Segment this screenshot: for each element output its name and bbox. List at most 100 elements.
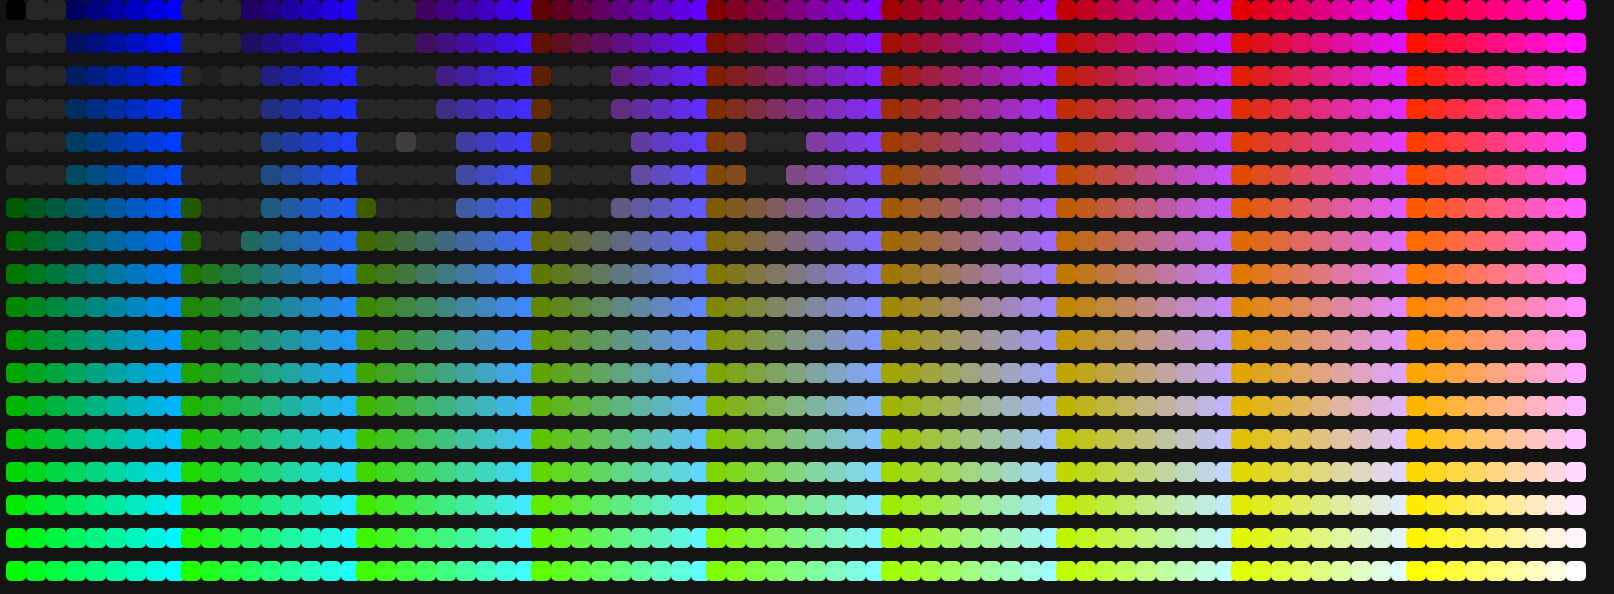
color-swatch[interactable] xyxy=(6,462,26,482)
color-swatch[interactable] xyxy=(1231,264,1251,284)
color-swatch[interactable] xyxy=(1566,231,1586,251)
color-swatch[interactable] xyxy=(1076,495,1096,515)
color-swatch[interactable] xyxy=(551,99,571,119)
color-swatch[interactable] xyxy=(631,33,651,53)
color-swatch[interactable] xyxy=(826,528,846,548)
color-swatch[interactable] xyxy=(396,396,416,416)
color-swatch[interactable] xyxy=(1526,330,1546,350)
color-swatch[interactable] xyxy=(531,165,551,185)
color-swatch[interactable] xyxy=(1466,198,1486,218)
color-swatch[interactable] xyxy=(476,528,496,548)
color-swatch[interactable] xyxy=(1546,99,1566,119)
color-swatch[interactable] xyxy=(921,528,941,548)
color-swatch[interactable] xyxy=(436,495,456,515)
color-swatch[interactable] xyxy=(26,66,46,86)
color-swatch[interactable] xyxy=(1506,396,1526,416)
color-swatch[interactable] xyxy=(706,264,726,284)
color-swatch[interactable] xyxy=(126,0,146,20)
color-swatch[interactable] xyxy=(1231,198,1251,218)
color-swatch[interactable] xyxy=(651,66,671,86)
color-swatch[interactable] xyxy=(106,363,126,383)
color-swatch[interactable] xyxy=(416,0,436,20)
color-swatch[interactable] xyxy=(201,495,221,515)
color-swatch[interactable] xyxy=(476,363,496,383)
color-swatch[interactable] xyxy=(1096,462,1116,482)
color-swatch[interactable] xyxy=(1176,198,1196,218)
color-swatch[interactable] xyxy=(1371,528,1391,548)
color-swatch[interactable] xyxy=(26,198,46,218)
color-swatch[interactable] xyxy=(6,528,26,548)
color-swatch[interactable] xyxy=(321,396,341,416)
color-swatch[interactable] xyxy=(1021,495,1041,515)
color-swatch[interactable] xyxy=(571,99,591,119)
color-swatch[interactable] xyxy=(881,66,901,86)
color-swatch[interactable] xyxy=(1566,561,1586,581)
color-swatch[interactable] xyxy=(1176,264,1196,284)
color-swatch[interactable] xyxy=(531,99,551,119)
color-swatch[interactable] xyxy=(86,198,106,218)
color-swatch[interactable] xyxy=(1526,99,1546,119)
color-swatch[interactable] xyxy=(146,33,166,53)
color-swatch[interactable] xyxy=(1351,363,1371,383)
color-swatch[interactable] xyxy=(1231,429,1251,449)
color-swatch[interactable] xyxy=(416,429,436,449)
color-swatch[interactable] xyxy=(1196,495,1216,515)
color-swatch[interactable] xyxy=(86,495,106,515)
color-swatch[interactable] xyxy=(6,264,26,284)
color-swatch[interactable] xyxy=(261,33,281,53)
color-swatch[interactable] xyxy=(1546,231,1566,251)
color-swatch[interactable] xyxy=(1466,99,1486,119)
color-swatch[interactable] xyxy=(531,198,551,218)
color-swatch[interactable] xyxy=(46,429,66,449)
color-swatch[interactable] xyxy=(1351,495,1371,515)
color-swatch[interactable] xyxy=(1406,231,1426,251)
color-swatch[interactable] xyxy=(261,165,281,185)
color-swatch[interactable] xyxy=(1506,66,1526,86)
color-swatch[interactable] xyxy=(766,99,786,119)
color-swatch[interactable] xyxy=(1116,264,1136,284)
color-swatch[interactable] xyxy=(356,231,376,251)
color-swatch[interactable] xyxy=(1426,429,1446,449)
color-swatch[interactable] xyxy=(106,0,126,20)
color-swatch[interactable] xyxy=(321,33,341,53)
color-swatch[interactable] xyxy=(921,429,941,449)
color-swatch[interactable] xyxy=(671,495,691,515)
color-swatch[interactable] xyxy=(1196,99,1216,119)
color-swatch[interactable] xyxy=(1291,297,1311,317)
color-swatch[interactable] xyxy=(301,132,321,152)
color-swatch[interactable] xyxy=(1001,330,1021,350)
color-swatch[interactable] xyxy=(1251,396,1271,416)
color-swatch[interactable] xyxy=(281,33,301,53)
color-swatch[interactable] xyxy=(1056,495,1076,515)
color-swatch[interactable] xyxy=(66,264,86,284)
color-swatch[interactable] xyxy=(1486,561,1506,581)
color-swatch[interactable] xyxy=(1056,528,1076,548)
color-swatch[interactable] xyxy=(1176,165,1196,185)
color-swatch[interactable] xyxy=(66,0,86,20)
color-swatch[interactable] xyxy=(476,165,496,185)
color-swatch[interactable] xyxy=(1446,297,1466,317)
color-swatch[interactable] xyxy=(631,231,651,251)
color-swatch[interactable] xyxy=(46,330,66,350)
color-swatch[interactable] xyxy=(496,66,516,86)
color-swatch[interactable] xyxy=(1271,330,1291,350)
color-swatch[interactable] xyxy=(1466,33,1486,53)
color-swatch[interactable] xyxy=(1311,330,1331,350)
color-swatch[interactable] xyxy=(1096,330,1116,350)
color-swatch[interactable] xyxy=(671,165,691,185)
color-swatch[interactable] xyxy=(671,132,691,152)
color-swatch[interactable] xyxy=(1446,99,1466,119)
color-swatch[interactable] xyxy=(651,495,671,515)
color-swatch[interactable] xyxy=(846,132,866,152)
color-swatch[interactable] xyxy=(241,0,261,20)
color-swatch[interactable] xyxy=(436,132,456,152)
color-swatch[interactable] xyxy=(1566,495,1586,515)
color-swatch[interactable] xyxy=(651,132,671,152)
color-swatch[interactable] xyxy=(496,132,516,152)
color-swatch[interactable] xyxy=(1271,165,1291,185)
color-swatch[interactable] xyxy=(881,495,901,515)
color-swatch[interactable] xyxy=(1176,462,1196,482)
color-swatch[interactable] xyxy=(881,33,901,53)
color-swatch[interactable] xyxy=(921,363,941,383)
color-swatch[interactable] xyxy=(26,528,46,548)
